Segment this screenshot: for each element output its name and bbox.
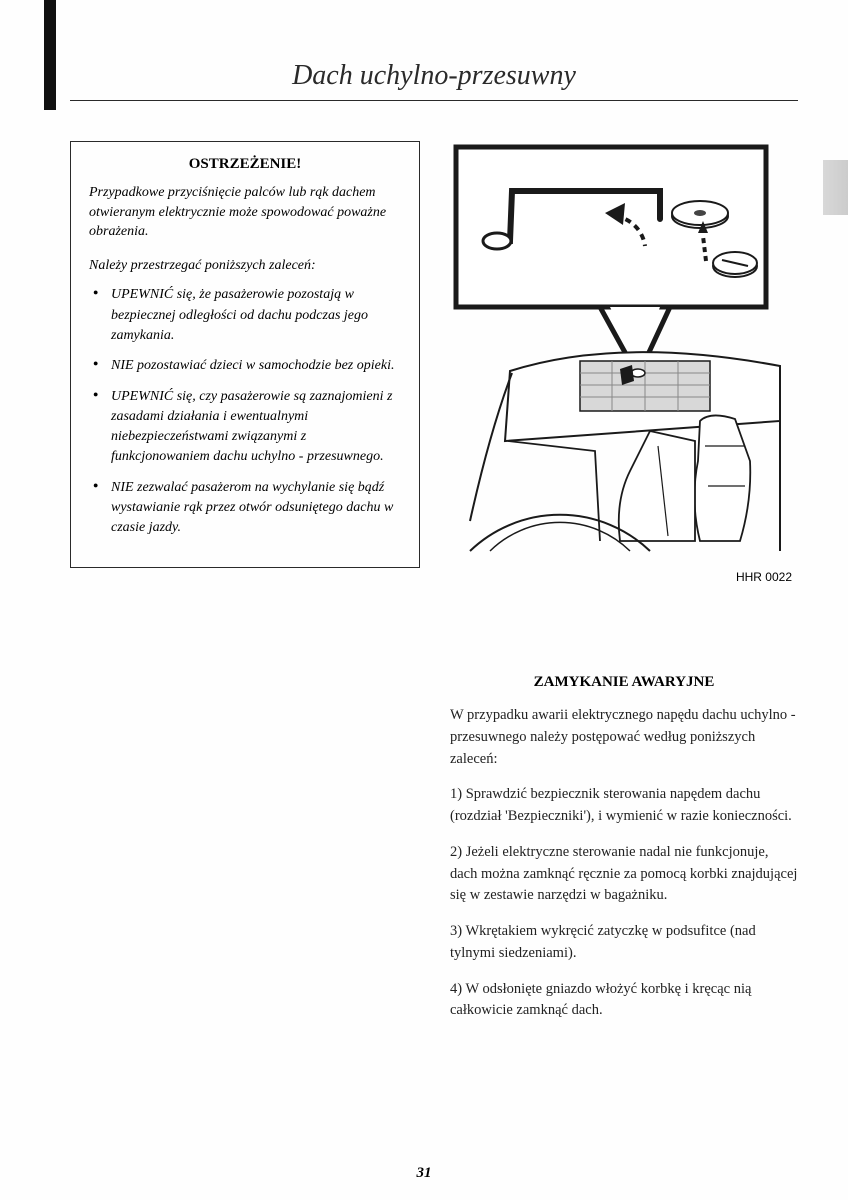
warning-item: NIE pozostawiać dzieci w samochodzie bez…	[93, 356, 401, 376]
step-paragraph: 3) Wkrętakiem wykręcić zatyczkę w podsuf…	[450, 921, 798, 965]
warning-item: UPEWNIĆ się, czy pasażerowie są zaznajom…	[93, 387, 401, 468]
page-number: 31	[0, 1165, 848, 1182]
content-columns: OSTRZEŻENIE! Przypadkowe przyciśnięcie p…	[70, 141, 798, 1036]
section-intro: W przypadku awarii elektrycznego napędu …	[450, 705, 798, 770]
warning-intro: Przypadkowe przyciśnięcie palców lub rąk…	[89, 183, 401, 242]
right-column: HHR 0022 ZAMYKANIE AWARYJNE W przypadku …	[450, 141, 798, 1036]
warning-heading: OSTRZEŻENIE!	[89, 156, 401, 173]
step-paragraph: 4) W odsłonięte gniazdo włożyć korbkę i …	[450, 979, 798, 1023]
warning-item: UPEWNIĆ się, że pasażerowie pozostają w …	[93, 285, 401, 346]
step-paragraph: 1) Sprawdzić bezpiecznik sterowania napę…	[450, 784, 798, 828]
page-title: Dach uchylno-przesuwny	[70, 60, 798, 101]
warning-instruction: Należy przestrzegać poniższych zaleceń:	[89, 256, 401, 276]
figure-reference: HHR 0022	[450, 570, 798, 584]
left-column: OSTRZEŻENIE! Przypadkowe przyciśnięcie p…	[70, 141, 420, 568]
scan-binding-mark	[44, 0, 56, 110]
warning-box: OSTRZEŻENIE! Przypadkowe przyciśnięcie p…	[70, 141, 420, 568]
scan-edge-artifact	[823, 160, 848, 215]
warning-item: NIE zezwalać pasażerom na wychylanie się…	[93, 478, 401, 539]
section-heading: ZAMYKANIE AWARYJNE	[450, 674, 798, 691]
sunroof-crank-illustration	[450, 141, 790, 561]
step-paragraph: 2) Jeżeli elektryczne sterowanie nadal n…	[450, 842, 798, 907]
warning-list: UPEWNIĆ się, że pasażerowie pozostają w …	[89, 285, 401, 538]
